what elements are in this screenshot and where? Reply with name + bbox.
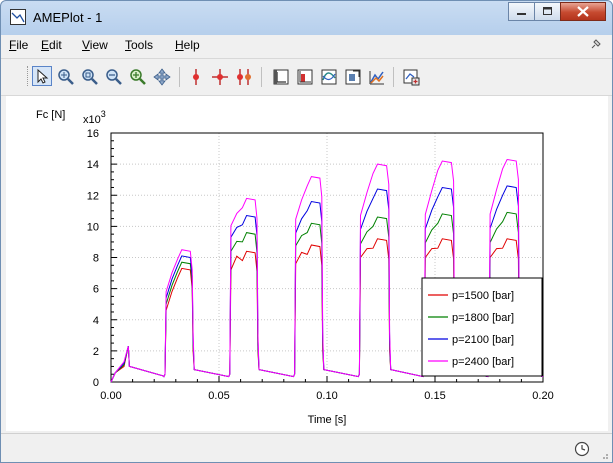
y-tick-label: 10 — [87, 221, 99, 233]
legend-entry[interactable]: p=1500 [bar] — [452, 290, 514, 302]
y-multiplier: x103 — [83, 109, 106, 126]
y-tick-label: 6 — [93, 284, 99, 296]
zoom-in-button[interactable] — [128, 67, 148, 87]
3d-plot-icon — [369, 71, 384, 85]
toolbar-grip[interactable] — [27, 66, 30, 86]
y-axis-label: Fc [N] — [36, 109, 65, 121]
menu-view[interactable]: View — [82, 38, 108, 52]
menu-file-rest: ile — [16, 38, 29, 52]
ameplot-app-icon[interactable] — [10, 9, 26, 25]
chart[interactable]: 0 2 4 6 8 10 12 14 16 0.00 0.05 0.10 0.15 0.20 p=1500… — [6, 96, 608, 431]
curve-button[interactable] — [319, 67, 339, 87]
marker-double-icon — [237, 69, 251, 85]
x-tick-label: 0.00 — [100, 390, 121, 402]
toolbar-separator — [179, 67, 180, 87]
marker-cross-button[interactable] — [210, 67, 230, 87]
export-button[interactable] — [343, 67, 363, 87]
marker-single-icon — [193, 69, 199, 85]
menu-file[interactable]: File — [9, 38, 29, 52]
pin-icon[interactable] — [590, 38, 602, 50]
toolbar-separator — [261, 67, 262, 87]
select-pointer-button[interactable] — [32, 66, 52, 86]
marker-double-button[interactable] — [234, 67, 254, 87]
zoom-out-button[interactable] — [104, 67, 124, 87]
menu-bar: File Edit View Tools Help — [1, 35, 612, 55]
menu-help[interactable]: Help — [175, 38, 200, 52]
x-tick-label: 0.15 — [424, 390, 445, 402]
maximize-button[interactable] — [534, 2, 561, 21]
curve-icon — [321, 69, 337, 85]
minimize-icon — [517, 13, 526, 15]
select-pointer-icon — [37, 68, 49, 84]
x-tick-label: 0.05 — [208, 390, 229, 402]
menu-tools[interactable]: Tools — [125, 38, 154, 52]
x-tick-label: 0.20 — [532, 390, 553, 402]
marker-single-button[interactable] — [186, 67, 206, 87]
add-plot-button[interactable] — [401, 67, 421, 87]
plot-area[interactable]: 0 2 4 6 8 10 12 14 16 0.00 0.05 0.10 0.15 0.20 p=1500… — [6, 96, 608, 431]
legend-box — [421, 277, 543, 377]
menu-edit[interactable]: Edit — [41, 38, 62, 52]
axis-settings-button[interactable] — [271, 67, 291, 87]
add-plot-icon — [403, 69, 420, 86]
resize-grip-icon[interactable] — [599, 450, 609, 460]
y-tick-label: 2 — [93, 346, 99, 358]
zoom-fit-button[interactable] — [56, 67, 76, 87]
zoom-box-icon — [82, 69, 98, 85]
axis-settings-icon — [273, 69, 289, 85]
pan-button[interactable] — [152, 67, 172, 87]
histogram-icon — [297, 69, 313, 85]
toolbar — [1, 58, 612, 96]
legend-entry[interactable]: p=2400 [bar] — [452, 356, 514, 368]
zoom-fit-icon — [58, 69, 74, 85]
zoom-box-button[interactable] — [80, 67, 100, 87]
status-bar — [1, 433, 612, 462]
legend-entry[interactable]: p=1800 [bar] — [452, 312, 514, 324]
minimize-button[interactable] — [508, 2, 535, 21]
y-tick-label: 4 — [93, 315, 99, 327]
y-tick-label: 8 — [93, 253, 99, 265]
x-tick-label: 0.10 — [316, 390, 337, 402]
y-tick-label: 0 — [93, 377, 99, 389]
legend[interactable]: p=1500 [bar] p=1800 [bar] p=2100 [bar] p=24… — [421, 277, 543, 377]
window-controls — [508, 2, 606, 21]
toolbar-separator — [393, 67, 394, 87]
marker-cross-icon — [212, 69, 228, 85]
zoom-in-icon — [130, 69, 146, 85]
export-icon — [345, 69, 361, 85]
y-tick-label: 16 — [87, 128, 99, 140]
clock-icon[interactable] — [574, 441, 590, 457]
x-axis-label: Time [s] — [308, 414, 347, 426]
title-bar[interactable]: AMEPlot - 1 — [1, 1, 612, 35]
3d-plot-button[interactable] — [367, 67, 387, 87]
legend-entry[interactable]: p=2100 [bar] — [452, 334, 514, 346]
maximize-icon — [543, 7, 552, 15]
close-button[interactable] — [560, 2, 606, 21]
zoom-out-icon — [106, 69, 122, 85]
y-tick-label: 12 — [87, 190, 99, 202]
y-tick-label: 14 — [87, 159, 99, 171]
axes: 0 2 4 6 8 10 12 14 16 0.00 0.05 0.10 0.15 0.20 — [87, 128, 554, 402]
pan-icon — [153, 68, 171, 86]
close-icon — [577, 6, 589, 17]
histogram-button[interactable] — [295, 67, 315, 87]
window-title: AMEPlot - 1 — [33, 10, 103, 25]
